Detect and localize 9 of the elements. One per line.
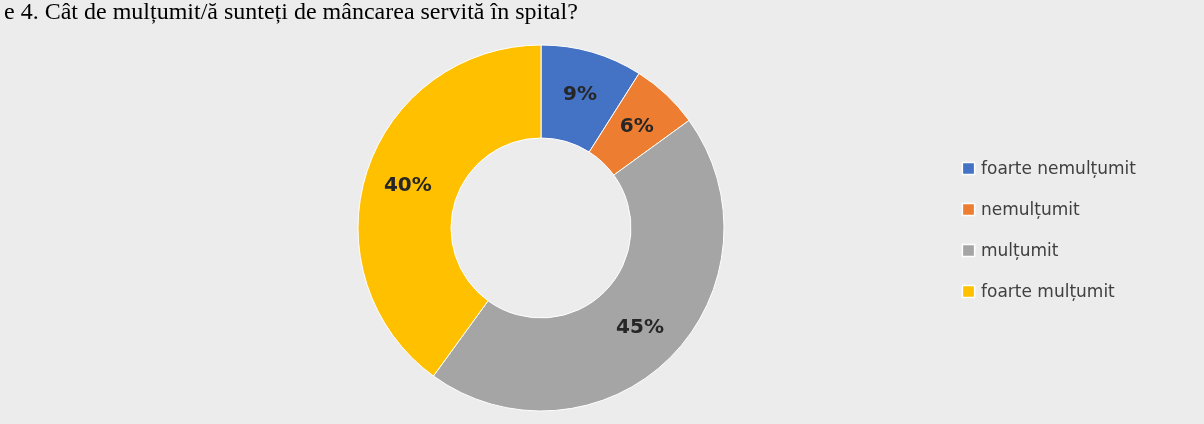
legend-label: nemulțumit [981, 198, 1081, 219]
data-label: 45% [616, 313, 664, 338]
data-label: 9% [563, 80, 598, 105]
data-label: 6% [619, 112, 654, 137]
legend-label: foarte mulțumit [981, 280, 1116, 301]
data-label: 40% [383, 171, 432, 196]
legend-label: mulțumit [981, 239, 1059, 260]
chart-title: e 4. Cât de mulțumit/ă sunteți de mâncarea servită în spital? [4, 0, 578, 24]
legend-label: foarte nemulțumit [981, 157, 1137, 178]
